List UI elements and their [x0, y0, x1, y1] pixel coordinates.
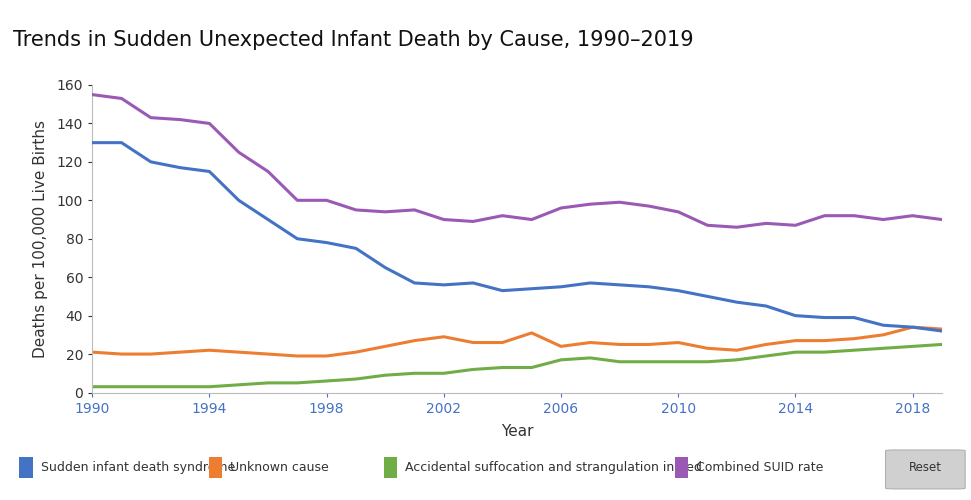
Text: Combined SUID rate: Combined SUID rate — [696, 461, 823, 474]
Y-axis label: Deaths per 100,000 Live Births: Deaths per 100,000 Live Births — [33, 120, 49, 358]
Text: Sudden infant death syndrome: Sudden infant death syndrome — [41, 461, 235, 474]
FancyBboxPatch shape — [209, 457, 222, 478]
Text: Reset: Reset — [909, 461, 942, 474]
Text: Accidental suffocation and strangulation in bed: Accidental suffocation and strangulation… — [405, 461, 702, 474]
X-axis label: Year: Year — [501, 424, 533, 439]
Text: Unknown cause: Unknown cause — [230, 461, 329, 474]
FancyBboxPatch shape — [886, 450, 965, 489]
Text: Trends in Sudden Unexpected Infant Death by Cause, 1990–2019: Trends in Sudden Unexpected Infant Death… — [13, 30, 693, 50]
FancyBboxPatch shape — [675, 457, 688, 478]
FancyBboxPatch shape — [19, 457, 33, 478]
FancyBboxPatch shape — [384, 457, 397, 478]
